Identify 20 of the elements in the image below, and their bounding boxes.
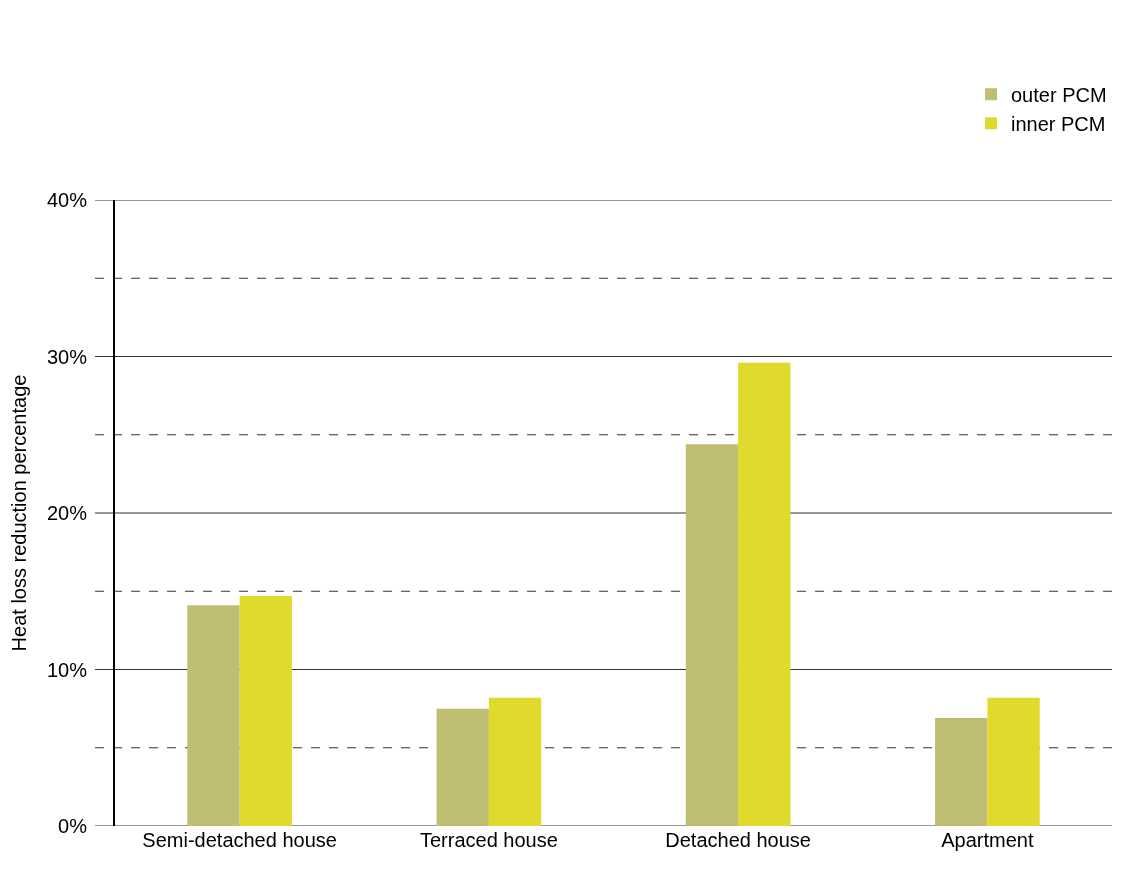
y-tick-label: 40% xyxy=(46,189,88,211)
y-tick-label: 0% xyxy=(58,815,88,837)
bar xyxy=(436,708,489,826)
bar xyxy=(488,697,542,826)
legend-label: outer PCM xyxy=(1011,84,1107,107)
bar xyxy=(987,697,1040,826)
legend-label: inner PCM xyxy=(1011,113,1106,136)
bar xyxy=(187,605,240,826)
y-axis-title: Heat loss reduction percentage xyxy=(7,374,30,652)
x-tick-label: Semi-detached house xyxy=(142,829,337,851)
bar xyxy=(935,718,988,826)
bar xyxy=(239,595,292,826)
x-tick-label: Apartment xyxy=(941,829,1034,851)
y-tick-label: 10% xyxy=(46,658,88,681)
bar xyxy=(685,444,739,826)
y-tick-label: 30% xyxy=(46,345,88,368)
x-tick-label: Terraced house xyxy=(419,829,558,851)
bar xyxy=(738,362,791,826)
x-tick-label: Detached house xyxy=(665,829,811,851)
y-tick-label: 20% xyxy=(46,502,88,524)
